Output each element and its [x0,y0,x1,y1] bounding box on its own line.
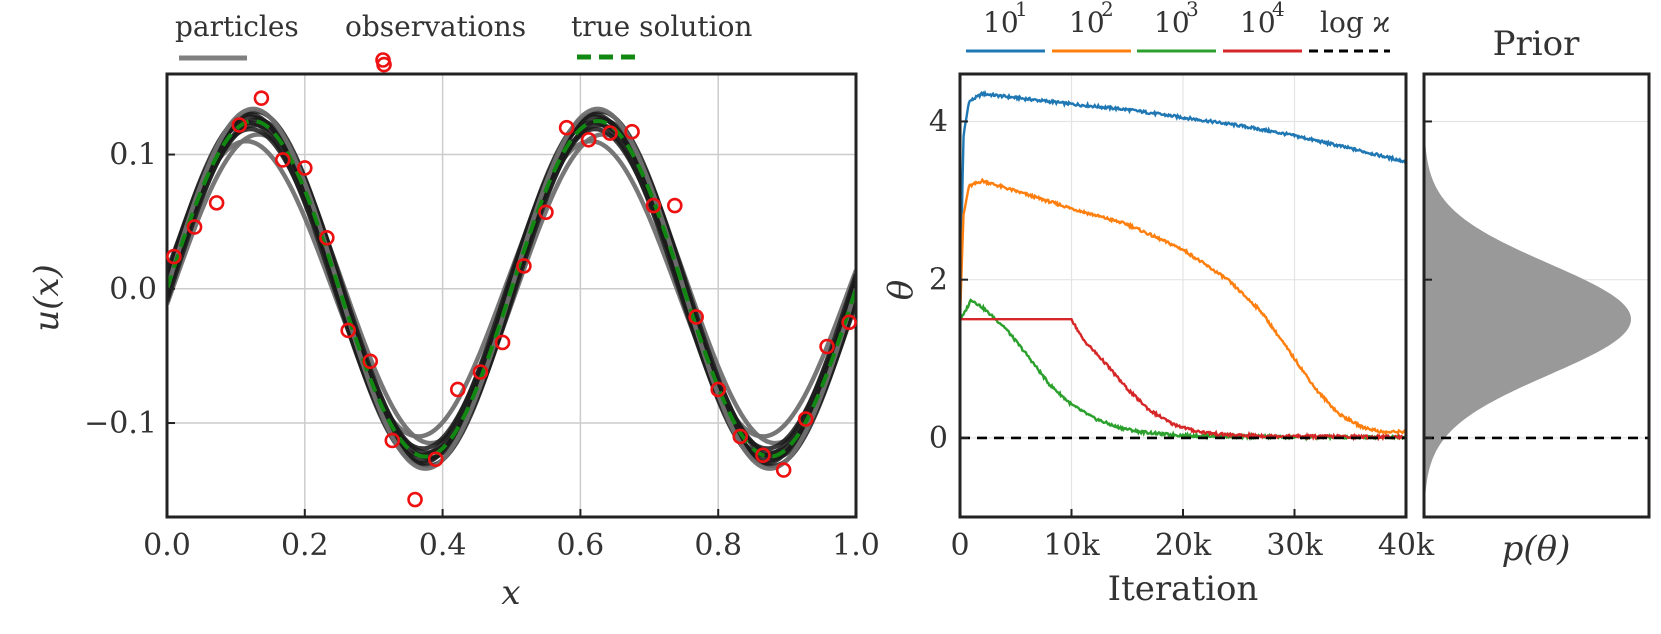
solution-xtick-label: 0.2 [281,528,329,563]
observation-marker [580,131,597,148]
theta-xtick-label: 10k [1043,528,1100,563]
solution-ytick-label: −0.1 [84,406,157,441]
observation-marker [558,119,575,136]
legend-particles-label: particles [175,10,299,43]
observation-marker [841,314,857,331]
observation-marker [645,197,662,214]
observation-marker [755,447,771,464]
prior-plot-area [1424,74,1649,517]
observation-marker [208,195,225,211]
observation-marker [253,90,270,106]
theta-legend-label: 10 [1069,6,1105,39]
observation-marker [231,117,248,133]
observation-marker [710,381,727,398]
solution-ylabel: u(x) [27,264,67,332]
observation-marker [384,432,401,449]
theta-xlabel: Iteration [1108,569,1259,609]
observation-marker [732,428,749,445]
observations-group [166,56,857,508]
observation-marker [666,197,683,214]
theta-ylabel: θ [881,280,921,300]
solution-axes-frame [165,72,858,519]
theta-legend-exponent: 4 [1272,0,1285,21]
theta-plot-area [960,89,1406,442]
legend-true-solution-label: true solution [571,10,752,43]
theta-ytick-label: 4 [929,104,948,139]
prior-xlabel: p(θ) [1502,529,1571,569]
prior-panel: Prior p(θ) [1422,24,1651,569]
theta-series-line-10e1 [960,89,1406,320]
observation-marker [602,125,618,141]
legend-observations-label: observations [345,10,526,43]
theta-ticks: 0 10k 20k 30k 40k 0 2 4 [929,104,1435,563]
solution-xtick-label: 0.4 [419,528,467,563]
observation-marker [494,334,511,351]
observation-marker [340,322,357,339]
theta-legend-label: 10 [983,6,1019,39]
observation-marker [407,491,423,508]
theta-legend-label: 10 [1240,6,1276,39]
theta-legend-exponent: 3 [1186,0,1199,21]
solution-xtick-label: 0.0 [143,528,191,563]
prior-title: Prior [1493,24,1580,64]
theta-series-line-10e4 [960,318,1406,442]
solution-panel: 0.0 0.2 0.4 0.6 0.8 1.0 −0.1 0.0 0.1 x u(x) part… [27,10,880,613]
solution-xtick-label: 0.6 [557,528,605,563]
theta-legend-label-reference: log ϰ [1320,6,1390,39]
observation-marker [624,123,640,140]
theta-ytick-label: 0 [929,421,948,456]
solution-legend: particles observations true solution [175,10,752,68]
observation-marker [427,451,444,468]
theta-legend-exponent: 1 [1015,0,1028,21]
solution-ticks: 0.0 0.2 0.4 0.6 0.8 1.0 −0.1 0.0 0.1 [84,138,880,563]
theta-xtick-label: 40k [1378,528,1435,563]
observation-marker [186,219,203,235]
solution-xtick-label: 1.0 [832,528,880,563]
theta-legend-label: 10 [1154,6,1190,39]
observation-marker [819,338,835,355]
observation-marker [274,152,291,168]
theta-xtick-label: 30k [1266,528,1323,563]
theta-legend: 101 102 103 104 log ϰ [966,0,1390,53]
observation-marker [775,462,792,478]
observation-marker [472,364,489,380]
solution-xtick-label: 0.8 [694,528,742,563]
theta-legend-exponent: 2 [1101,0,1114,21]
solution-xlabel: x [501,573,520,613]
observation-marker [516,258,532,274]
solution-ytick-label: 0.1 [109,138,157,173]
observation-marker [797,411,814,427]
observation-marker [362,353,379,370]
theta-gridlines [959,74,1407,517]
prior-axes-frame [1422,72,1651,519]
theta-xtick-label: 0 [950,528,969,563]
observation-marker [449,381,466,398]
observation-marker [166,248,182,265]
observation-marker [538,204,554,221]
theta-xtick-label: 20k [1155,528,1212,563]
prior-density-area [1424,74,1631,517]
observation-marker [688,309,704,325]
theta-ytick-label: 2 [929,263,948,298]
solution-ytick-label: 0.0 [109,272,157,307]
observation-marker [296,160,313,176]
theta-series-line-10e2 [960,177,1406,436]
prior-ticks [1424,120,1432,439]
observation-marker [376,56,392,73]
true-solution-curve [167,118,856,459]
observation-marker [319,229,335,246]
